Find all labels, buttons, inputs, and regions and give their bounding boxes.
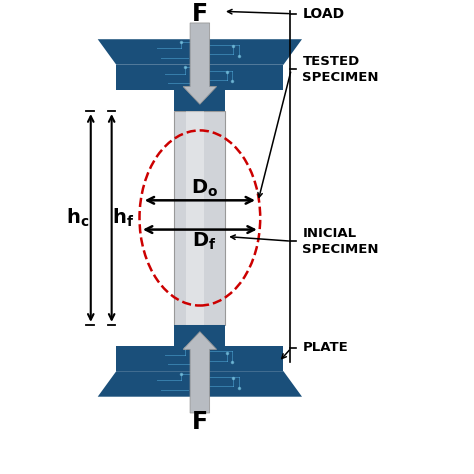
- Bar: [174, 111, 226, 325]
- Bar: [116, 346, 283, 371]
- Text: F: F: [192, 2, 208, 26]
- Text: $\mathbf{D_f}$: $\mathbf{D_f}$: [192, 230, 217, 252]
- Text: F: F: [192, 410, 208, 434]
- Polygon shape: [98, 371, 302, 397]
- Text: LOAD: LOAD: [302, 7, 345, 21]
- Text: PLATE: PLATE: [302, 341, 348, 355]
- Text: INICIAL
SPECIMEN: INICIAL SPECIMEN: [302, 227, 379, 255]
- Bar: [174, 325, 226, 346]
- Bar: [186, 111, 204, 325]
- Text: TESTED
SPECIMEN: TESTED SPECIMEN: [302, 55, 379, 84]
- Bar: [116, 65, 283, 90]
- Polygon shape: [183, 332, 217, 413]
- Polygon shape: [183, 23, 217, 104]
- Bar: [174, 90, 226, 111]
- Text: $\mathbf{D_o}$: $\mathbf{D_o}$: [191, 178, 218, 200]
- Polygon shape: [98, 39, 302, 65]
- Text: $\mathbf{h_c}$: $\mathbf{h_c}$: [66, 207, 90, 229]
- Text: $\mathbf{h_f}$: $\mathbf{h_f}$: [112, 207, 134, 229]
